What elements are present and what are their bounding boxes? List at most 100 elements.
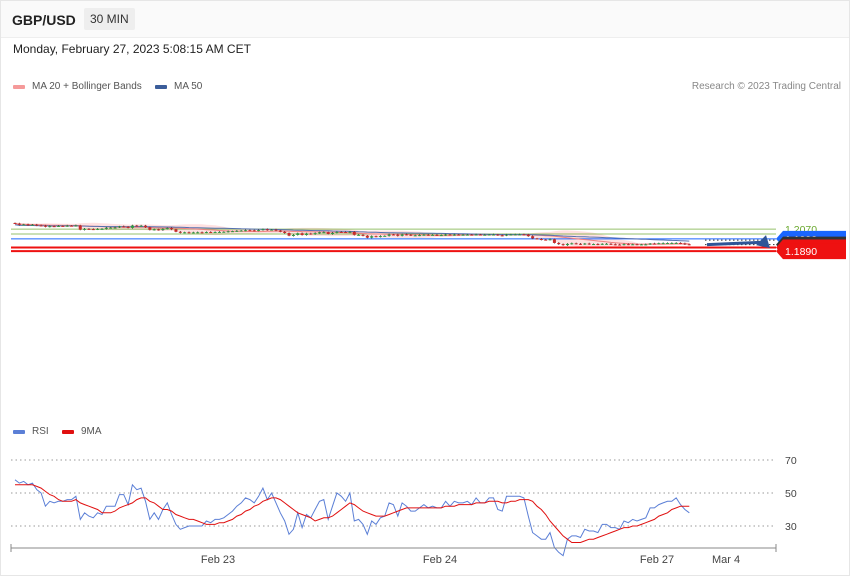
candle-body bbox=[226, 231, 230, 233]
legend-label: 9MA bbox=[81, 426, 102, 437]
candle-body bbox=[626, 244, 630, 246]
legend-swatch bbox=[13, 429, 25, 434]
legend-swatch bbox=[62, 429, 74, 434]
legend-ma20: MA 20 + Bollinger Bands bbox=[13, 81, 142, 92]
candle-body bbox=[652, 243, 656, 245]
candle-body bbox=[165, 228, 169, 230]
candle-body bbox=[457, 234, 461, 236]
candle-body bbox=[461, 234, 465, 236]
candle-body bbox=[444, 234, 448, 236]
legend-rsi: RSI bbox=[13, 426, 49, 437]
x-tick-label: Mar 4 bbox=[712, 554, 740, 566]
candle-body bbox=[348, 231, 352, 233]
candle-body bbox=[43, 225, 47, 227]
candle-body bbox=[535, 238, 539, 240]
candle-body bbox=[144, 225, 147, 228]
candle-body bbox=[448, 234, 452, 236]
candle-body bbox=[674, 242, 678, 244]
legend-swatch bbox=[155, 84, 167, 89]
candle-body bbox=[487, 234, 491, 236]
candle-body bbox=[374, 236, 378, 238]
candle-body bbox=[565, 243, 569, 246]
candle-body bbox=[596, 244, 600, 246]
candle-body bbox=[522, 234, 526, 236]
rsi-level-50-label: 50 bbox=[785, 488, 797, 500]
candle-body bbox=[500, 235, 504, 237]
candle-body bbox=[526, 234, 530, 237]
candle-body bbox=[113, 227, 117, 229]
candle-body bbox=[509, 234, 513, 236]
rsi-line bbox=[14, 479, 690, 557]
candle-body bbox=[396, 234, 400, 236]
x-tick-label: Feb 23 bbox=[201, 554, 235, 566]
rsi-level-70-label: 70 bbox=[785, 455, 797, 467]
timeframe-badge[interactable]: 30 MIN bbox=[84, 8, 135, 30]
candle-body bbox=[574, 243, 578, 245]
header-bar: GBP/USD 30 MIN bbox=[1, 1, 849, 38]
candle-body bbox=[335, 231, 339, 233]
candle-body bbox=[209, 232, 213, 234]
instrument-title: GBP/USD bbox=[12, 12, 76, 28]
candle-body bbox=[39, 225, 43, 227]
x-tick-label: Feb 27 bbox=[640, 554, 674, 566]
candle-body bbox=[204, 232, 208, 234]
candle-body bbox=[104, 227, 108, 229]
candle-body bbox=[613, 244, 617, 246]
rsi-9ma-line bbox=[15, 484, 690, 543]
candle-body bbox=[231, 231, 234, 233]
candle-body bbox=[196, 232, 200, 234]
candle-body bbox=[296, 233, 300, 235]
forecast-arrow-head bbox=[756, 235, 770, 249]
candle-body bbox=[257, 230, 261, 232]
candle-body bbox=[518, 234, 522, 236]
candle-body bbox=[70, 225, 74, 227]
candle-body bbox=[339, 231, 343, 233]
candle-body bbox=[648, 243, 652, 245]
timestamp: Monday, February 27, 2023 5:08:15 AM CET bbox=[13, 42, 251, 56]
candle-body bbox=[287, 233, 291, 236]
candle-body bbox=[539, 239, 543, 241]
candle-body bbox=[657, 243, 661, 245]
candle-body bbox=[600, 243, 604, 245]
candle-body bbox=[22, 224, 26, 226]
candle-body bbox=[87, 228, 91, 230]
candle-body bbox=[239, 230, 243, 232]
candle-body bbox=[265, 229, 269, 231]
candle-body bbox=[318, 232, 321, 234]
candle-body bbox=[666, 243, 669, 245]
candle-body bbox=[183, 232, 187, 234]
research-credit: Research © 2023 Trading Central bbox=[691, 81, 841, 92]
candle-body bbox=[200, 232, 204, 234]
legend-label: MA 50 bbox=[174, 81, 203, 92]
candle-body bbox=[426, 234, 430, 236]
candle-body bbox=[235, 230, 239, 232]
candle-body bbox=[157, 229, 161, 231]
candle-body bbox=[126, 226, 130, 228]
candle-body bbox=[74, 225, 78, 227]
candle-body bbox=[135, 225, 139, 227]
rsi-level-30-label: 30 bbox=[785, 521, 797, 533]
candle-body bbox=[57, 225, 60, 227]
candle-body bbox=[61, 225, 65, 227]
candle-body bbox=[152, 229, 156, 231]
candle-body bbox=[496, 234, 500, 236]
candle-body bbox=[579, 243, 582, 245]
candle-body bbox=[78, 225, 82, 230]
candle-body bbox=[300, 233, 304, 235]
candle-body bbox=[383, 235, 387, 237]
candle-body bbox=[139, 225, 143, 227]
candle-body bbox=[413, 235, 417, 237]
x-tick-label: Feb 24 bbox=[423, 554, 457, 566]
legend-label: RSI bbox=[32, 426, 49, 437]
candle-body bbox=[470, 234, 474, 236]
candle-body bbox=[83, 228, 87, 230]
candle-body bbox=[622, 244, 626, 246]
candle-body bbox=[331, 232, 335, 234]
candle-body bbox=[513, 234, 517, 236]
candle-body bbox=[278, 230, 282, 232]
candle-body bbox=[478, 234, 482, 236]
candle-body bbox=[583, 243, 587, 245]
legend-9ma: 9MA bbox=[62, 426, 102, 437]
candle-body bbox=[618, 244, 622, 246]
